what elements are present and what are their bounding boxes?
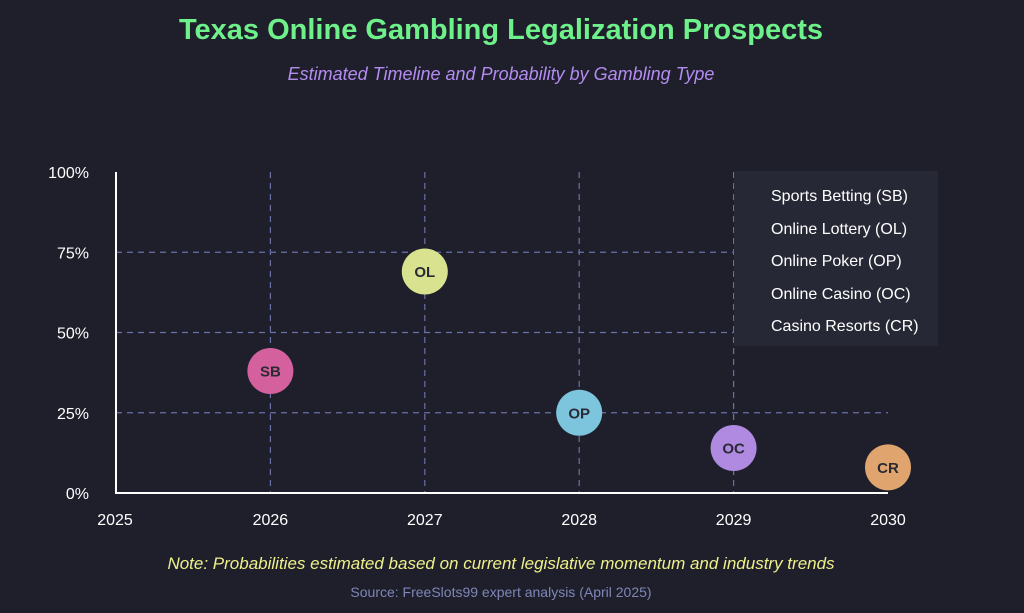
legend-item-online-casino: Online Casino (OC) [771, 285, 911, 303]
data-label-sb: SB [260, 364, 281, 381]
data-point-sb [247, 348, 294, 395]
scatter-plot: 0% 25% 50% 75% 100% 2025 2026 2027 2028 2029 2030… [48, 165, 911, 529]
chart-note: Note: Probabilities estimated based on c… [167, 554, 835, 573]
y-tick-label: 25% [57, 406, 89, 423]
chart-subtitle: Estimated Timeline and Probability by Ga… [287, 64, 715, 84]
x-tick-label: 2028 [561, 512, 597, 529]
data-label-ol: OL [414, 264, 435, 281]
data-label-oc: OC [722, 441, 745, 458]
legend-item-online-lottery: Online Lottery (OL) [771, 220, 908, 238]
axes [115, 172, 888, 494]
legend-item-casino-resorts: Casino Resorts (CR) [771, 318, 919, 335]
y-tick-label: 75% [57, 245, 89, 262]
legend: Sports Betting (SB) Online Lottery (OL) … [734, 171, 938, 346]
legend-item-online-poker: Online Poker (OP) [771, 253, 902, 270]
data-point-op [556, 389, 603, 436]
x-tick-label: 2026 [253, 512, 289, 529]
data-point-cr [865, 444, 911, 491]
legend-item-sports-betting: Sports Betting (SB) [771, 188, 908, 205]
x-tick-label: 2027 [407, 512, 443, 529]
y-tick-label: 50% [57, 326, 89, 343]
data-label-op: OP [568, 405, 590, 422]
chart-title: Texas Online Gambling Legalization Prosp… [178, 14, 824, 46]
data-points: SB OL OP OC CR [247, 248, 911, 491]
data-point-ol [401, 248, 448, 295]
x-tick-label: 2029 [716, 512, 752, 529]
y-tick-label: 100% [48, 165, 89, 182]
data-label-cr: CR [877, 460, 899, 477]
x-tick-label: 2025 [97, 512, 133, 529]
y-tick-labels: 0% 25% 50% 75% 100% [48, 165, 89, 503]
x-tick-label: 2030 [870, 512, 906, 529]
chart-source: Source: FreeSlots99 expert analysis (Apr… [350, 584, 652, 600]
x-tick-labels: 2025 2026 2027 2028 2029 2030 [97, 512, 906, 529]
data-point-oc [710, 425, 757, 472]
y-tick-label: 0% [66, 486, 89, 503]
